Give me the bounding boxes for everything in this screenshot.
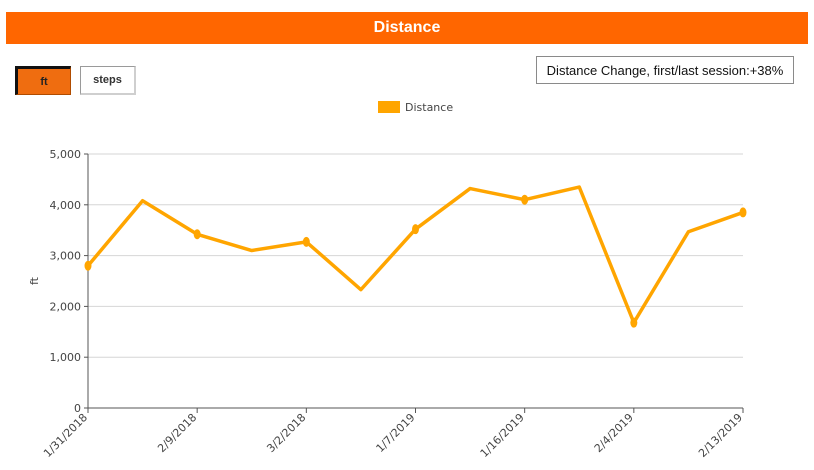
chart-header: Distance (6, 12, 808, 44)
x-tick-label: 2/9/2018 (155, 411, 199, 455)
x-tick-label: 1/16/2019 (478, 411, 527, 460)
y-tick-label: 2,000 (50, 300, 82, 313)
y-tick-label: 5,000 (50, 148, 82, 161)
y-tick-label: 0 (74, 402, 81, 415)
steps-unit-button[interactable]: steps (80, 66, 136, 95)
x-tick-label: 2/4/2019 (592, 411, 636, 455)
x-tick-label: 1/31/2018 (41, 411, 90, 460)
ft-unit-button[interactable]: ft (15, 66, 71, 95)
y-axis-title: ft (28, 276, 41, 285)
x-tick-label: 2/13/2019 (696, 411, 745, 460)
distance-data-point (84, 260, 92, 271)
distance-data-point (521, 194, 529, 205)
chart-title: Distance (373, 19, 441, 36)
unit-toggle: ft steps (15, 66, 136, 95)
distance-data-point (739, 207, 747, 218)
ft-unit-label: ft (40, 75, 48, 88)
x-tick-label: 3/2/2018 (264, 411, 308, 455)
legend-swatch (378, 101, 400, 113)
distance-series-line (86, 185, 745, 325)
legend-label: Distance (405, 101, 453, 114)
distance-data-point (630, 317, 638, 328)
y-tick-label: 3,000 (50, 250, 82, 263)
y-tick-label: 4,000 (50, 199, 82, 212)
distance-data-point (412, 224, 419, 235)
x-tick-label: 1/7/2019 (373, 411, 417, 455)
distance-change-text: Distance Change, first/last session:+38% (546, 62, 784, 78)
distance-change-summary: Distance Change, first/last session:+38% (536, 56, 794, 84)
steps-unit-label: steps (93, 74, 122, 86)
distance-data-point (193, 229, 201, 240)
y-tick-label: 1,000 (50, 351, 82, 364)
distance-data-point (302, 236, 310, 247)
